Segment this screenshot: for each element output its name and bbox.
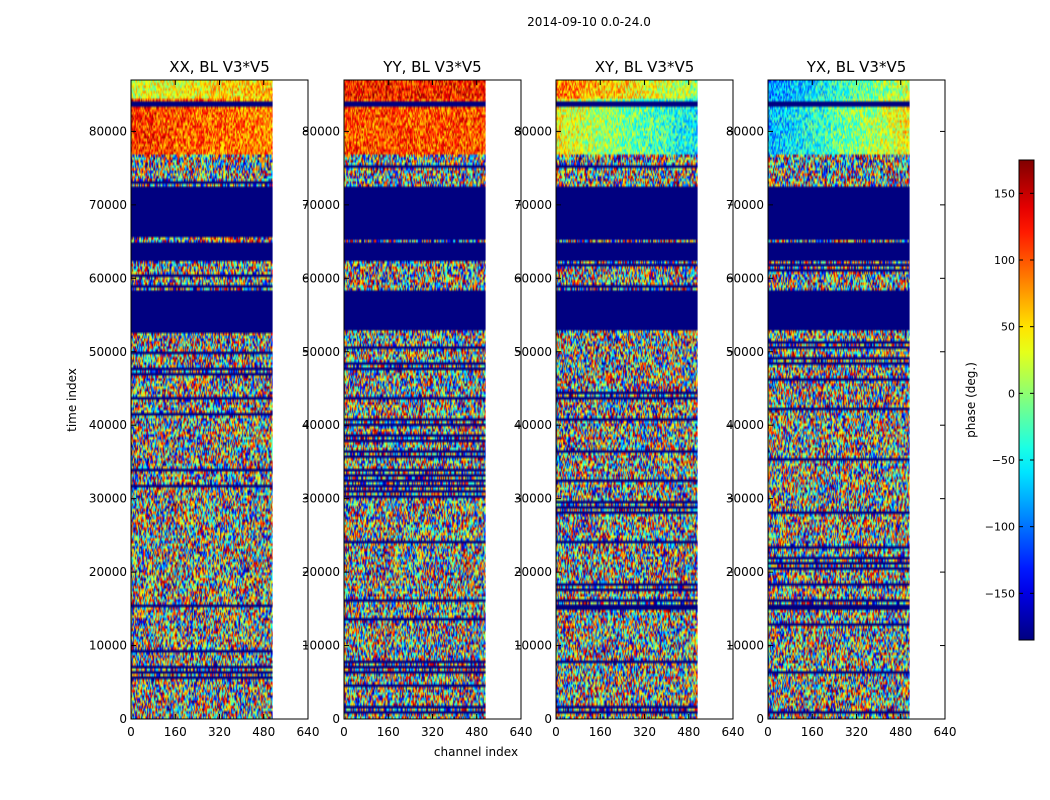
x-tick-label-xx-3: 480 xyxy=(252,725,275,739)
y-tick-label-yx-6: 60000 xyxy=(726,271,764,285)
y-axis-label: time index xyxy=(65,368,79,432)
x-tick-label-xy-4: 640 xyxy=(722,725,745,739)
colorbar: 150 100 50 0 −50 −100 −150 xyxy=(985,159,1035,641)
x-tick-label-xx-4: 640 xyxy=(297,725,320,739)
y-tick-label-yy-5: 50000 xyxy=(302,345,340,359)
figure-suptitle: 2014-09-10 0.0-24.0 xyxy=(527,15,651,29)
y-tick-label-yx-0: 0 xyxy=(756,712,764,726)
colorbar-tick-label-2: 50 xyxy=(1001,321,1015,334)
colorbar-tick-label-6: −150 xyxy=(985,587,1015,600)
heatmap-image-xy xyxy=(556,80,698,719)
colorbar-gradient xyxy=(1018,159,1035,641)
heatmap-image-yy xyxy=(344,80,486,719)
x-tick-label-xy-3: 480 xyxy=(677,725,700,739)
y-tick-label-xy-1: 10000 xyxy=(514,639,552,653)
y-tick-label-yx-2: 20000 xyxy=(726,565,764,579)
x-tick-label-yx-0: 0 xyxy=(764,725,772,739)
panel-title-xy: XY, BL V3*V5 xyxy=(595,58,695,76)
y-tick-label-yy-3: 30000 xyxy=(302,492,340,506)
y-tick-label-yy-8: 80000 xyxy=(302,124,340,138)
y-tick-label-yx-4: 40000 xyxy=(726,418,764,432)
x-tick-label-yy-4: 640 xyxy=(510,725,533,739)
x-axis-label: channel index xyxy=(434,745,518,759)
y-tick-label-xy-4: 40000 xyxy=(514,418,552,432)
y-tick-label-xx-1: 10000 xyxy=(89,639,127,653)
y-tick-label-xy-8: 80000 xyxy=(514,124,552,138)
x-tick-label-xx-1: 160 xyxy=(164,725,187,739)
x-tick-label-xx-2: 320 xyxy=(208,725,231,739)
x-tick-label-yy-2: 320 xyxy=(421,725,444,739)
y-tick-label-yy-7: 70000 xyxy=(302,198,340,212)
y-tick-label-xx-2: 20000 xyxy=(89,565,127,579)
panel-yx: YX, BL V3*V5 0 160 320 480 640 0 10000 20000 3000… xyxy=(726,58,957,739)
y-tick-label-xy-3: 30000 xyxy=(514,492,552,506)
y-tick-label-xx-7: 70000 xyxy=(89,198,127,212)
x-tick-label-xy-2: 320 xyxy=(633,725,656,739)
panels-group: XX, BL V3*V5 0 160 320 480 640 0 10000 20000 3000… xyxy=(89,58,957,739)
y-tick-label-yy-2: 20000 xyxy=(302,565,340,579)
heatmap-image-yx xyxy=(768,80,910,719)
colorbar-label: phase (deg.) xyxy=(964,362,978,438)
colorbar-tick-label-3: 0 xyxy=(1008,387,1015,400)
y-tick-label-yx-5: 50000 xyxy=(726,345,764,359)
panel-xy: XY, BL V3*V5 0 160 320 480 640 0 10000 20000 3000… xyxy=(514,58,745,739)
x-tick-label-xy-0: 0 xyxy=(552,725,560,739)
y-tick-label-xy-7: 70000 xyxy=(514,198,552,212)
x-tick-label-yy-3: 480 xyxy=(465,725,488,739)
panel-title-yx: YX, BL V3*V5 xyxy=(806,58,907,76)
y-tick-label-xy-2: 20000 xyxy=(514,565,552,579)
y-tick-label-xx-5: 50000 xyxy=(89,345,127,359)
y-tick-label-yy-0: 0 xyxy=(332,712,340,726)
panel-title-xx: XX, BL V3*V5 xyxy=(169,58,270,76)
y-tick-label-yx-1: 10000 xyxy=(726,639,764,653)
y-tick-label-yy-4: 40000 xyxy=(302,418,340,432)
heatmap-image-xx xyxy=(131,80,273,719)
y-tick-label-xx-0: 0 xyxy=(119,712,127,726)
x-tick-label-yx-1: 160 xyxy=(801,725,824,739)
panel-yy: YY, BL V3*V5 0 160 320 480 640 0 10000 20000 3000… xyxy=(302,58,533,739)
panel-xx: XX, BL V3*V5 0 160 320 480 640 0 10000 20000 3000… xyxy=(89,58,320,739)
colorbar-tick-label-4: −50 xyxy=(992,454,1015,467)
y-tick-label-yy-1: 10000 xyxy=(302,639,340,653)
y-tick-label-yx-3: 30000 xyxy=(726,492,764,506)
y-tick-label-xx-4: 40000 xyxy=(89,418,127,432)
y-tick-label-xx-6: 60000 xyxy=(89,271,127,285)
colorbar-tick-label-0: 150 xyxy=(994,187,1015,200)
colorbar-tick-label-5: −100 xyxy=(985,521,1015,534)
y-tick-label-yx-8: 80000 xyxy=(726,124,764,138)
y-tick-label-yy-6: 60000 xyxy=(302,271,340,285)
x-tick-label-yy-1: 160 xyxy=(377,725,400,739)
y-tick-label-xx-3: 30000 xyxy=(89,492,127,506)
y-tick-label-xx-8: 80000 xyxy=(89,124,127,138)
x-tick-label-xy-1: 160 xyxy=(589,725,612,739)
y-tick-label-xy-0: 0 xyxy=(544,712,552,726)
y-tick-label-xy-5: 50000 xyxy=(514,345,552,359)
colorbar-tick-label-1: 100 xyxy=(994,254,1015,267)
x-tick-label-yx-2: 320 xyxy=(845,725,868,739)
panel-title-yy: YY, BL V3*V5 xyxy=(382,58,481,76)
x-tick-label-xx-0: 0 xyxy=(127,725,135,739)
x-tick-label-yx-4: 640 xyxy=(934,725,957,739)
y-tick-label-yx-7: 70000 xyxy=(726,198,764,212)
x-tick-label-yy-0: 0 xyxy=(340,725,348,739)
y-tick-label-xy-6: 60000 xyxy=(514,271,552,285)
x-tick-label-yx-3: 480 xyxy=(889,725,912,739)
